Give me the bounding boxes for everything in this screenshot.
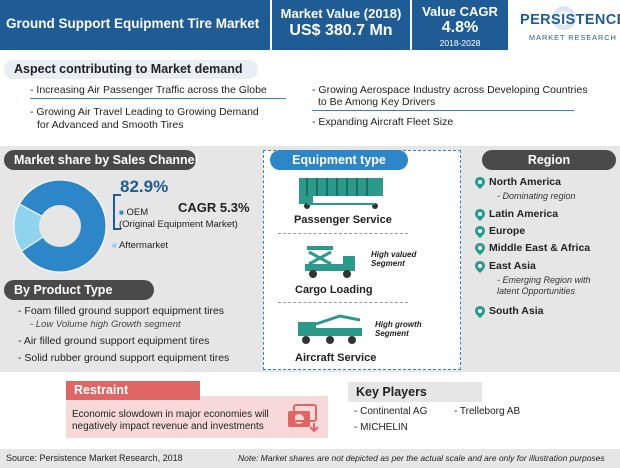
restraint-title: Restraint — [66, 381, 200, 400]
market-value-panel: Market Value (2018) US$ 380.7 Mn — [272, 0, 410, 50]
oem-description: (Original Equipment Market) — [119, 219, 238, 230]
location-pin-icon — [475, 261, 485, 273]
legend-dot-aftermarket: ■ — [112, 241, 117, 250]
footer-note: Note: Market shares are not depicted as … — [238, 453, 605, 463]
divider — [312, 110, 574, 111]
aspect-item: - Growing Aerospace Industry across Deve… — [312, 84, 588, 96]
region-europe: Europe — [489, 225, 526, 237]
key-players-title: Key Players — [348, 382, 482, 402]
product-item: - Foam filled ground support equipment t… — [18, 305, 225, 317]
oem-percent: 82.9% — [120, 177, 169, 196]
product-subnote: - Low Volume high Growth segment — [30, 319, 181, 330]
legend-dot-oem: ■ — [119, 208, 124, 217]
location-pin-icon — [475, 306, 485, 318]
key-player-item: - Continental AG — [354, 406, 428, 417]
sales-cagr: CAGR 5.3% — [178, 200, 250, 215]
divider — [278, 233, 408, 234]
legend-oem-label: OEM — [126, 207, 149, 218]
logo-icon — [552, 6, 576, 30]
page-title: Ground Support Equipment Tire Market — [6, 16, 260, 31]
region-note: - Dominating region — [497, 191, 576, 201]
value-cagr-panel: Value CAGR 4.8% 2018-2028 — [412, 0, 508, 50]
product-item: - Air filled ground support equipment ti… — [18, 335, 210, 347]
footer-bar — [0, 449, 620, 468]
location-pin-icon — [475, 209, 485, 221]
market-value: US$ 380.7 Mn — [289, 22, 393, 39]
pie-chart — [13, 179, 107, 273]
divider — [278, 302, 408, 303]
equipment-passenger-service: Passenger Service — [294, 214, 392, 226]
restraint-text: Economic slowdown in major economies wil… — [72, 409, 269, 432]
money-down-icon — [288, 404, 319, 433]
key-player-item: - MICHELIN — [354, 422, 408, 433]
aspect-item: - Growing Air Travel Leading to Growing … — [30, 106, 259, 118]
aspect-item: - Expanding Aircraft Fleet Size — [312, 116, 454, 128]
equipment-cargo-loading: Cargo Loading — [295, 284, 373, 296]
pie-hole — [39, 205, 81, 247]
location-pin-icon — [475, 226, 485, 238]
market-value-label: Market Value (2018) — [280, 6, 402, 21]
region-north-america: North America — [489, 176, 561, 188]
logo-sub-text: MARKET RESEARCH — [529, 33, 617, 42]
region-latin-america: Latin America — [489, 208, 559, 220]
passenger-stairs-icon — [299, 178, 383, 209]
aspect-item: for Advanced and Smooth Tires — [37, 119, 184, 131]
location-pin-icon — [475, 177, 485, 189]
aircraft-service-truck-icon — [298, 314, 362, 344]
bracket-line — [113, 194, 121, 230]
region-middle-east-africa: Middle East & Africa — [489, 242, 591, 254]
cagr-value: 4.8% — [441, 19, 479, 36]
source-text: Source: Persistence Market Research, 201… — [6, 453, 183, 463]
sales-channel-title: Market share by Sales Channel — [4, 150, 198, 170]
region-title: Region — [482, 150, 616, 170]
location-pin-icon — [475, 243, 485, 255]
region-note: - Emerging Region with latent Opportunit… — [497, 275, 591, 296]
restraint-panel — [66, 396, 328, 438]
header-title-panel — [0, 0, 270, 50]
equipment-title: Equipment type — [270, 150, 408, 170]
cargo-note: High valued Segment — [371, 250, 417, 268]
product-item: - Solid rubber ground support equipment … — [18, 352, 230, 364]
aspect-item: - Increasing Air Passenger Traffic acros… — [30, 84, 267, 96]
region-east-asia: East Asia — [489, 260, 536, 272]
cagr-label: Value CAGR — [422, 4, 498, 19]
aircraft-note: High growth Segment — [375, 320, 422, 338]
region-south-asia: South Asia — [489, 305, 544, 317]
key-player-item: - Trelleborg AB — [454, 406, 521, 417]
aspect-title: Aspect contributing to Market demand — [4, 60, 258, 79]
legend-aftermarket: ■ Aftermarket — [112, 240, 168, 251]
logo-main-text: PERSISTENCE — [520, 12, 620, 28]
product-type-title: By Product Type — [4, 280, 154, 300]
cagr-period: 2018-2028 — [439, 38, 481, 48]
equipment-aircraft-service: Aircraft Service — [295, 352, 377, 364]
legend-aftermarket-label: Aftermarket — [118, 240, 169, 251]
divider — [30, 98, 286, 99]
pie-slice-aftermarket — [13, 203, 61, 252]
legend-oem: ■ OEM — [119, 207, 148, 218]
cargo-loader-icon — [305, 246, 355, 278]
aspect-item: to Be Among Key Drivers — [318, 96, 436, 108]
